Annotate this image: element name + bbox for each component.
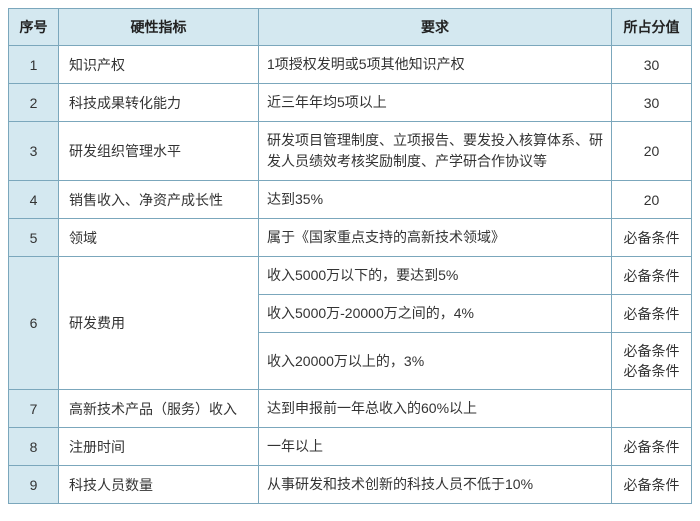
cell-seq: 2 [9, 84, 59, 122]
header-indicator: 硬性指标 [59, 9, 259, 46]
cell-requirement: 研发项目管理制度、立项报告、要发投入核算体系、研发人员绩效考核奖励制度、产学研合… [259, 122, 612, 181]
cell-seq: 1 [9, 46, 59, 84]
cell-seq: 4 [9, 181, 59, 219]
cell-indicator: 销售收入、净资产成长性 [59, 181, 259, 219]
cell-seq: 6 [9, 257, 59, 390]
cell-requirement: 收入5000万-20000万之间的，4% [259, 295, 612, 333]
cell-seq: 7 [9, 390, 59, 428]
cell-score: 30 [612, 84, 692, 122]
cell-seq: 8 [9, 428, 59, 466]
cell-indicator: 知识产权 [59, 46, 259, 84]
cell-seq: 3 [9, 122, 59, 181]
cell-requirement: 收入5000万以下的，要达到5% [259, 257, 612, 295]
header-seq: 序号 [9, 9, 59, 46]
cell-indicator: 领域 [59, 219, 259, 257]
cell-score: 必备条件 [612, 466, 692, 504]
table-row: 7高新技术产品（服务）收入达到申报前一年总收入的60%以上 [9, 390, 692, 428]
cell-seq: 5 [9, 219, 59, 257]
cell-score: 必备条件 必备条件 [612, 333, 692, 390]
cell-score: 必备条件 [612, 219, 692, 257]
table-row: 9科技人员数量从事研发和技术创新的科技人员不低于10%必备条件 [9, 466, 692, 504]
table-row: 2科技成果转化能力近三年年均5项以上30 [9, 84, 692, 122]
header-requirement: 要求 [259, 9, 612, 46]
cell-requirement: 属于《国家重点支持的高新技术领域》 [259, 219, 612, 257]
header-score: 所占分值 [612, 9, 692, 46]
table-row: 8注册时间一年以上必备条件 [9, 428, 692, 466]
cell-indicator: 研发费用 [59, 257, 259, 390]
cell-requirement: 达到35% [259, 181, 612, 219]
cell-indicator: 高新技术产品（服务）收入 [59, 390, 259, 428]
cell-seq: 9 [9, 466, 59, 504]
table-row: 3研发组织管理水平研发项目管理制度、立项报告、要发投入核算体系、研发人员绩效考核… [9, 122, 692, 181]
table-row: 1知识产权1项授权发明或5项其他知识产权30 [9, 46, 692, 84]
table-row: 5领域属于《国家重点支持的高新技术领域》必备条件 [9, 219, 692, 257]
table-body: 1知识产权1项授权发明或5项其他知识产权302科技成果转化能力近三年年均5项以上… [9, 46, 692, 504]
cell-score: 20 [612, 122, 692, 181]
cell-requirement: 1项授权发明或5项其他知识产权 [259, 46, 612, 84]
cell-requirement: 一年以上 [259, 428, 612, 466]
cell-score: 30 [612, 46, 692, 84]
cell-indicator: 注册时间 [59, 428, 259, 466]
cell-indicator: 研发组织管理水平 [59, 122, 259, 181]
cell-score: 20 [612, 181, 692, 219]
cell-requirement: 收入20000万以上的，3% [259, 333, 612, 390]
cell-score [612, 390, 692, 428]
criteria-table: 序号 硬性指标 要求 所占分值 1知识产权1项授权发明或5项其他知识产权302科… [8, 8, 692, 504]
cell-requirement: 达到申报前一年总收入的60%以上 [259, 390, 612, 428]
header-row: 序号 硬性指标 要求 所占分值 [9, 9, 692, 46]
cell-requirement: 近三年年均5项以上 [259, 84, 612, 122]
cell-requirement: 从事研发和技术创新的科技人员不低于10% [259, 466, 612, 504]
cell-indicator: 科技成果转化能力 [59, 84, 259, 122]
cell-score: 必备条件 [612, 295, 692, 333]
table-row: 6研发费用收入5000万以下的，要达到5%必备条件 [9, 257, 692, 295]
cell-score: 必备条件 [612, 428, 692, 466]
cell-indicator: 科技人员数量 [59, 466, 259, 504]
table-row: 4销售收入、净资产成长性达到35%20 [9, 181, 692, 219]
cell-score: 必备条件 [612, 257, 692, 295]
